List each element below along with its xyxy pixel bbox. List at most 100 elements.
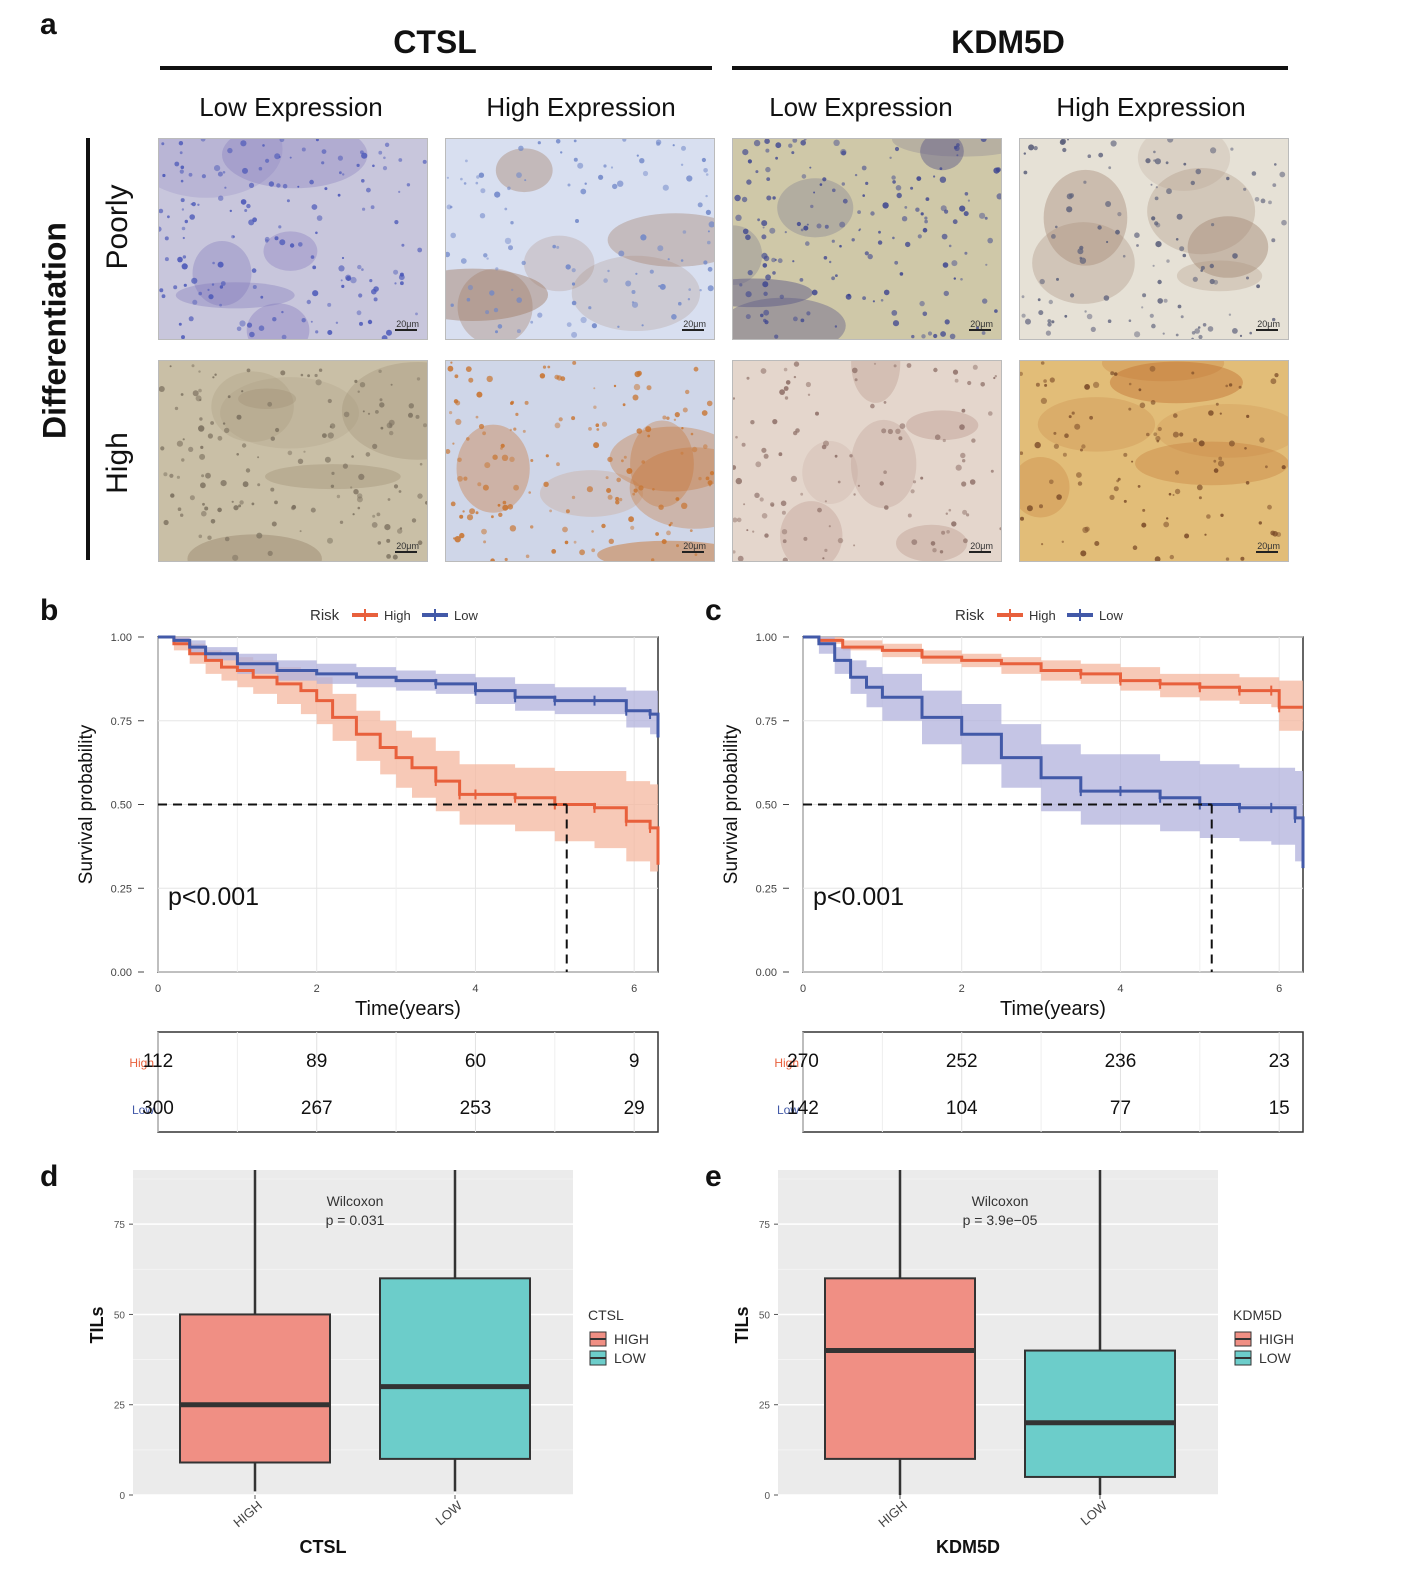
cell-nucleus [485, 310, 490, 315]
cell-nucleus [901, 216, 908, 222]
cell-nucleus [1122, 254, 1126, 258]
cell-nucleus [864, 251, 869, 256]
cell-nucleus [241, 443, 247, 448]
cell-nucleus [698, 476, 702, 481]
cell-nucleus [916, 176, 922, 181]
cell-nucleus [632, 394, 639, 401]
cell-nucleus [571, 416, 576, 421]
cell-nucleus [733, 517, 738, 523]
cell-nucleus [463, 182, 467, 185]
x-axis-title: CTSL [300, 1537, 347, 1557]
cell-nucleus [477, 482, 482, 487]
stain-region [733, 297, 846, 339]
ihc-image-ctsl-low-poorly: 20μm [158, 138, 428, 340]
cell-nucleus [1021, 313, 1026, 318]
cell-nucleus [853, 544, 856, 547]
cell-nucleus [210, 519, 216, 524]
stain-region [1156, 404, 1288, 458]
cell-nucleus [1128, 407, 1132, 411]
expr-label-kdm5d-high: High Expression [1056, 92, 1246, 122]
cell-nucleus [948, 508, 952, 512]
ci-band-high [803, 637, 1303, 731]
cell-nucleus [450, 361, 453, 364]
cell-nucleus [987, 237, 993, 244]
cell-nucleus [298, 242, 303, 247]
cell-nucleus [598, 174, 604, 180]
cell-nucleus [408, 412, 413, 418]
cell-nucleus [910, 489, 915, 494]
cell-nucleus [1084, 526, 1090, 532]
cell-nucleus [746, 529, 749, 532]
cell-nucleus [516, 172, 522, 178]
cell-nucleus [616, 477, 621, 483]
risk-table-cell: 253 [460, 1098, 492, 1119]
cell-nucleus [372, 514, 376, 518]
cell-nucleus [889, 156, 892, 159]
cell-nucleus [301, 318, 306, 323]
cell-nucleus [1064, 433, 1069, 438]
cell-nucleus [980, 139, 987, 142]
risk-table-cell: 112 [143, 1051, 173, 1072]
test-pvalue: p = 3.9e−05 [963, 1212, 1038, 1228]
scale-label: 20μm [683, 541, 706, 551]
cell-nucleus [959, 424, 965, 430]
cell-nucleus [649, 269, 654, 274]
cell-nucleus [1141, 306, 1144, 309]
cell-nucleus [256, 532, 263, 539]
cell-nucleus [622, 403, 626, 407]
cell-nucleus [1154, 158, 1161, 165]
cell-nucleus [198, 388, 202, 393]
cell-nucleus [952, 369, 959, 375]
cell-nucleus [824, 224, 829, 229]
cell-nucleus [680, 451, 684, 455]
cell-nucleus [755, 170, 759, 174]
cell-nucleus [1172, 494, 1175, 496]
cell-nucleus [765, 166, 771, 173]
cell-nucleus [163, 472, 168, 477]
cell-nucleus [760, 368, 767, 374]
cell-nucleus [1090, 326, 1096, 332]
cell-nucleus [315, 231, 318, 235]
cell-nucleus [824, 500, 827, 503]
cell-nucleus [784, 231, 787, 234]
cell-nucleus [1083, 180, 1087, 184]
km-chart-b: Risk High Low 0.00 0.25 0.50 0.75 1.00 0 2 4 6 p<0.0… [76, 607, 660, 1133]
cell-nucleus [782, 557, 788, 561]
cell-nucleus [1157, 279, 1162, 285]
cell-nucleus [449, 411, 453, 415]
cell-nucleus [179, 151, 183, 155]
x-tick-label: 6 [631, 983, 637, 995]
cell-nucleus [747, 159, 752, 164]
cell-nucleus [872, 300, 875, 303]
cell-nucleus [173, 285, 178, 290]
cell-nucleus [509, 456, 515, 462]
cell-nucleus [747, 270, 753, 276]
cell-nucleus [400, 281, 404, 286]
cell-nucleus [1066, 206, 1073, 213]
cell-nucleus [772, 196, 776, 200]
cell-nucleus [895, 185, 902, 191]
cell-nucleus [189, 214, 195, 220]
stain-region [192, 240, 252, 306]
cell-nucleus [573, 139, 577, 143]
p-value: p<0.001 [813, 883, 904, 911]
cell-nucleus [1176, 213, 1183, 220]
cell-nucleus [705, 194, 708, 198]
cell-nucleus [345, 274, 352, 281]
cell-nucleus [1155, 241, 1162, 248]
cell-nucleus [966, 513, 970, 517]
cell-nucleus [1155, 435, 1161, 442]
stain-region [1187, 216, 1269, 278]
cell-nucleus [735, 214, 742, 221]
cell-nucleus [513, 427, 517, 431]
cell-nucleus [595, 423, 600, 427]
cell-nucleus [671, 314, 677, 320]
cell-nucleus [781, 529, 788, 535]
cell-nucleus [180, 198, 185, 203]
cell-nucleus [356, 310, 362, 316]
risk-table-cell: 252 [946, 1051, 978, 1072]
cell-nucleus [500, 443, 505, 448]
cell-nucleus [1093, 381, 1100, 388]
cell-nucleus [823, 256, 828, 260]
cell-nucleus [925, 197, 930, 201]
